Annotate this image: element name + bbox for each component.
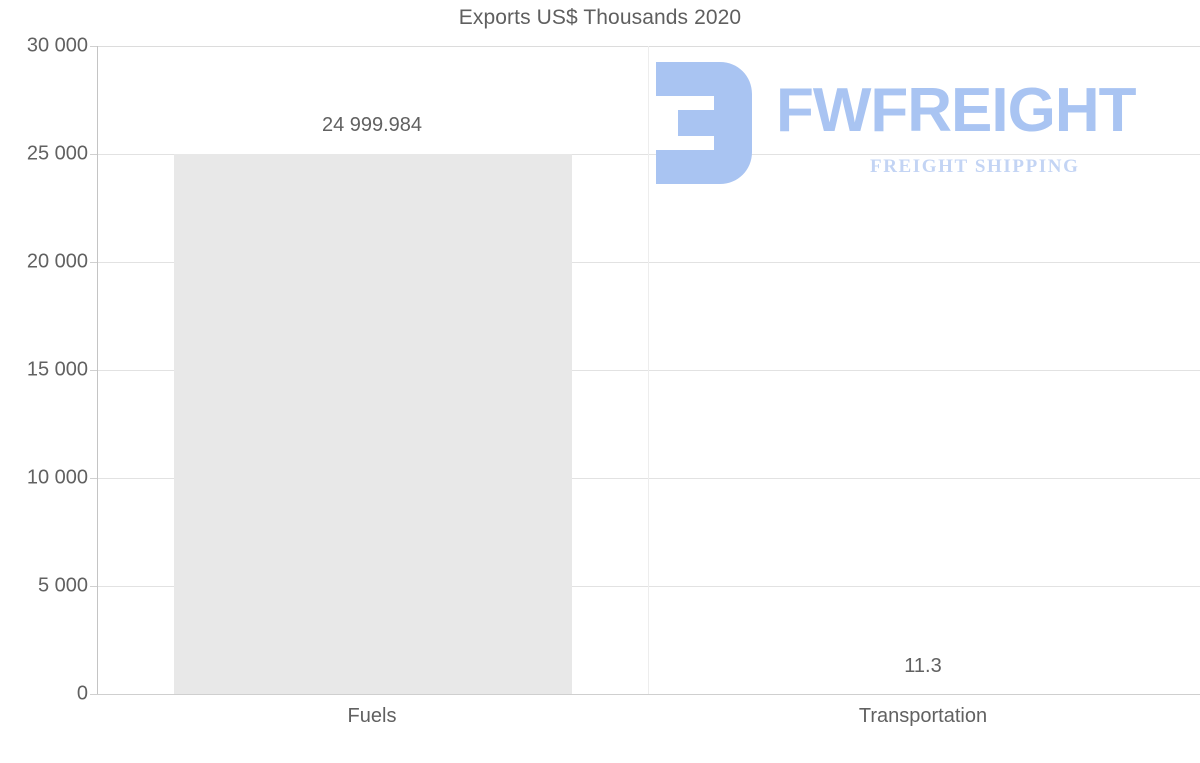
chart-title: Exports US$ Thousands 2020 [458, 6, 742, 29]
ytick-label-0: 0 [76, 682, 88, 705]
y-axis-line [97, 46, 98, 695]
ytick-mark-5000 [90, 586, 97, 587]
xtick-label-transportation: Transportation [858, 705, 988, 727]
ytick-label-15000: 15 000 [26, 358, 88, 381]
ytick-mark-0 [90, 694, 97, 695]
bar-fuels[interactable] [174, 154, 572, 694]
ytick-mark-20000 [90, 262, 97, 263]
ytick-label-5000: 5 000 [37, 574, 88, 597]
ytick-mark-10000 [90, 478, 97, 479]
ytick-mark-30000 [90, 46, 97, 47]
ytick-mark-15000 [90, 370, 97, 371]
category-separator-gridline [648, 46, 649, 694]
ytick-label-10000: 10 000 [26, 466, 88, 489]
ytick-label-20000: 20 000 [26, 250, 88, 273]
ytick-label-30000: 30 000 [26, 34, 88, 57]
bar-value-label-fuels: 24 999.984 [321, 114, 423, 136]
xtick-label-fuels: Fuels [347, 705, 397, 727]
bar-value-label-transportation: 11.3 [904, 655, 942, 677]
x-axis-line [97, 694, 1200, 695]
ytick-mark-25000 [90, 154, 97, 155]
ytick-label-25000: 25 000 [26, 142, 88, 165]
plot-area [97, 46, 1200, 694]
